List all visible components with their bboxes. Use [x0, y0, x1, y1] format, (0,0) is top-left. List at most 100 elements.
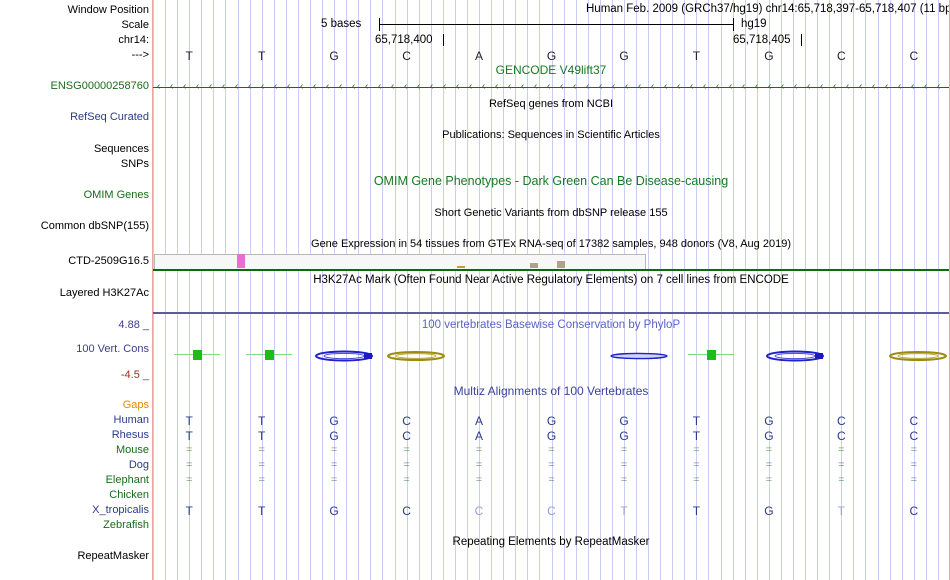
gridline: [600, 0, 601, 580]
ruler-base: G: [546, 49, 557, 63]
gridline: [552, 0, 553, 580]
label-species-human[interactable]: Human: [113, 414, 149, 426]
base-gridlines: [153, 0, 950, 580]
multiz-gap-marker: =: [548, 474, 555, 486]
label-species-dog[interactable]: Dog: [128, 459, 149, 471]
gridline: [298, 0, 299, 580]
label-100-vert-cons[interactable]: 100 Vert. Cons: [76, 343, 149, 355]
gridline: [165, 0, 166, 580]
multiz-gap-marker: =: [403, 474, 410, 486]
multiz-gap-marker: =: [765, 444, 773, 456]
gtex-tissue-bar[interactable]: [237, 254, 246, 268]
gridline: [250, 0, 251, 580]
gridline: [672, 0, 673, 580]
multiz-gap-marker: =: [548, 444, 555, 456]
label-gencode-gene[interactable]: ENSG00000258760: [50, 80, 149, 92]
gridline: [238, 0, 239, 580]
label-layered-h3k27ac[interactable]: Layered H3K27Ac: [59, 287, 149, 299]
gencode-transcript-line[interactable]: [153, 87, 950, 88]
strand-arrow-icon: ‹: [157, 81, 161, 92]
multiz-center-label[interactable]: Multiz Alignments of 100 Vertebrates: [453, 384, 649, 398]
label-gtex-gene[interactable]: CTD-2509G16.5: [68, 255, 149, 267]
cons-green-block[interactable]: [265, 350, 275, 360]
label-omim-genes[interactable]: OMIM Genes: [83, 189, 149, 201]
label-window-position: Window Position: [67, 4, 149, 16]
strand-arrow-icon: ‹: [729, 81, 733, 92]
h3k27ac-bottom-rule: [153, 312, 950, 314]
h3k27ac-center-label[interactable]: H3K27Ac Mark (Often Found Near Active Re…: [313, 274, 789, 286]
label-refseq-curated[interactable]: RefSeq Curated: [70, 111, 149, 123]
gridline: [310, 0, 311, 580]
label-species-zebrafish[interactable]: Zebrafish: [103, 519, 149, 531]
cons-lens-gold[interactable]: [888, 349, 948, 363]
multiz-gap-marker: =: [910, 459, 918, 471]
gridline: [407, 0, 408, 580]
strand-arrow-icon: ‹: [911, 81, 915, 92]
label-species-rhesus[interactable]: Rhesus: [111, 429, 149, 441]
label-species-mouse[interactable]: Mouse: [115, 444, 149, 456]
label-sequences[interactable]: Sequences: [93, 143, 149, 155]
gridline: [769, 0, 770, 580]
gtex-tissue-bar[interactable]: [456, 266, 465, 268]
gridline: [781, 0, 782, 580]
gencode-center-label[interactable]: GENCODE V49lift37: [495, 63, 607, 77]
multiz-gap-marker: =: [475, 459, 483, 471]
phylop-center-label[interactable]: 100 vertebrates Basewise Conservation by…: [421, 319, 681, 331]
gridline: [564, 0, 565, 580]
multiz-gap-marker: =: [475, 474, 483, 486]
strand-arrow-icon: ‹: [508, 81, 512, 92]
refseq-center-label[interactable]: RefSeq genes from NCBI: [488, 98, 614, 110]
strand-arrow-icon: ‹: [755, 81, 759, 92]
ruler-base: T: [185, 49, 193, 63]
cons-green-block[interactable]: [706, 350, 716, 360]
multiz-base: C: [909, 504, 919, 518]
gridline: [865, 0, 866, 580]
strand-arrow-icon: ‹: [560, 81, 564, 92]
strand-arrow-icon: ‹: [313, 81, 317, 92]
cons-lens-blue[interactable]: [765, 349, 825, 363]
dbsnp-center-label[interactable]: Short Genetic Variants from dbSNP releas…: [434, 207, 668, 219]
strand-arrow-icon: ‹: [235, 81, 239, 92]
gridline: [201, 0, 202, 580]
gridline: [274, 0, 275, 580]
multiz-base: G: [619, 414, 629, 428]
gtex-tissue-bar[interactable]: [557, 261, 566, 268]
cons-lens-gold[interactable]: [386, 349, 446, 363]
repeatmasker-center-label[interactable]: Repeating Elements by RepeatMasker: [452, 536, 650, 548]
strand-arrow-icon: ‹: [677, 81, 681, 92]
publications-center-label[interactable]: Publications: Sequences in Scientific Ar…: [442, 129, 660, 141]
label-species-elephant[interactable]: Elephant: [105, 474, 149, 486]
strand-arrow-icon: ‹: [339, 81, 343, 92]
multiz-gap-marker: =: [258, 444, 265, 456]
strand-arrow-icon: ‹: [209, 81, 213, 92]
strand-arrow-icon: ‹: [300, 81, 304, 92]
gtex-tissue-bar[interactable]: [530, 263, 539, 268]
strand-arrow-icon: ‹: [534, 81, 538, 92]
strand-arrow-icon: ‹: [625, 81, 629, 92]
cons-lens-blue[interactable]: [314, 349, 374, 363]
gridline: [684, 0, 685, 580]
label-gaps[interactable]: Gaps: [122, 399, 149, 411]
gridline: [382, 0, 383, 580]
cons-green-block[interactable]: [192, 350, 202, 360]
gtex-center-label[interactable]: Gene Expression in 54 tissues from GTEx …: [311, 238, 791, 250]
label-repeatmasker[interactable]: RepeatMasker: [77, 550, 149, 562]
cons-lens-pale[interactable]: [609, 350, 669, 362]
omim-center-label[interactable]: OMIM Gene Phenotypes - Dark Green Can Be…: [373, 174, 729, 188]
strand-arrow-icon: ‹: [274, 81, 278, 92]
label-species-chicken[interactable]: Chicken: [109, 489, 149, 501]
multiz-base: C: [836, 414, 846, 428]
gridline: [177, 0, 178, 580]
gridline: [539, 0, 540, 580]
multiz-base: G: [329, 429, 339, 443]
label-species-x-tropicalis[interactable]: X_tropicalis: [92, 504, 149, 516]
multiz-base: G: [329, 414, 339, 428]
gridline: [213, 0, 214, 580]
label-common-dbsnp[interactable]: Common dbSNP(155): [40, 220, 149, 232]
strand-arrow-icon: ‹: [287, 81, 291, 92]
gridline: [515, 0, 516, 580]
strand-arrow-icon: ‹: [820, 81, 824, 92]
track-data-area[interactable]: Human Feb. 2009 (GRCh37/hg19) chr14:65,7…: [153, 0, 950, 580]
gridline: [636, 0, 637, 580]
label-snps[interactable]: SNPs: [120, 158, 149, 170]
